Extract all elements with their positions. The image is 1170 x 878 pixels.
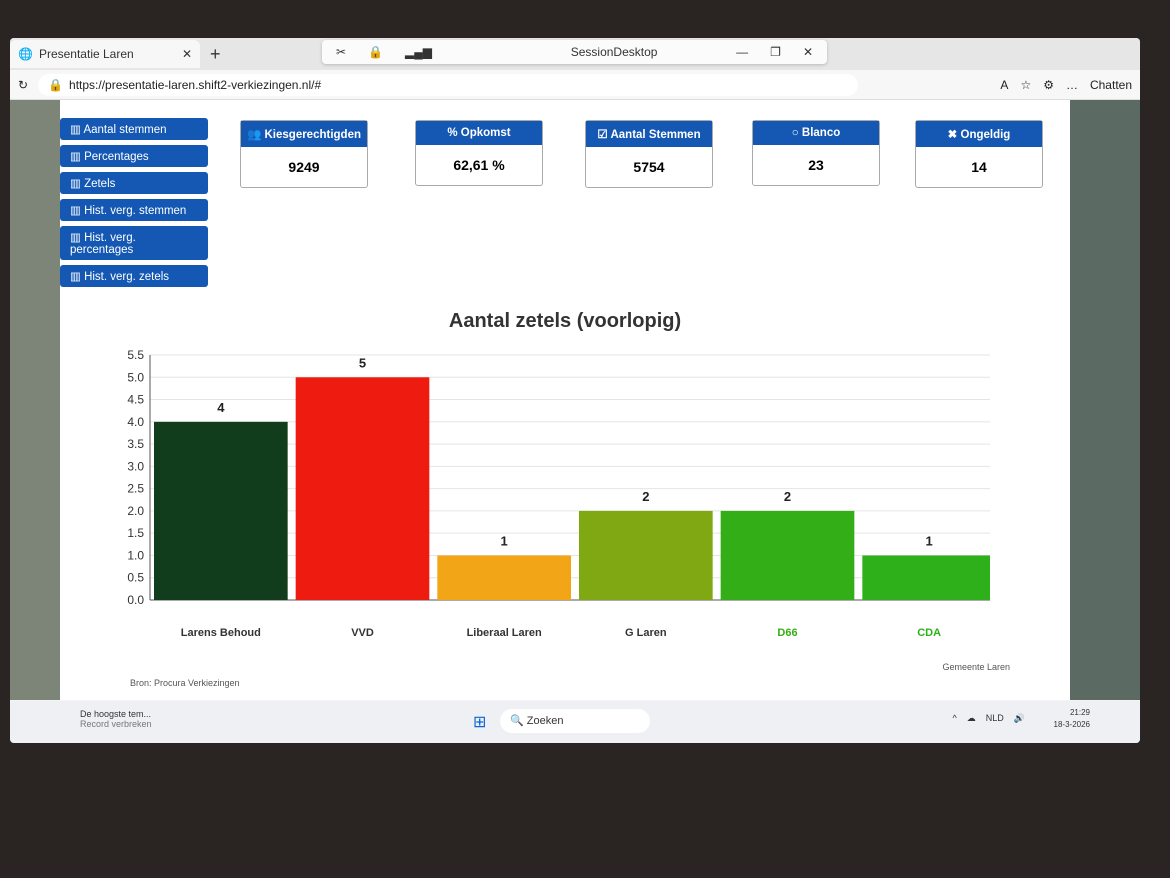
stat-value: 23 [808, 157, 824, 173]
y-tick-label: 4.0 [127, 415, 144, 429]
y-tick-label: 0.5 [127, 571, 144, 585]
notification[interactable]: De hoogste tem... Record verbreken [80, 709, 152, 729]
municipality-label: Gemeente Laren [942, 662, 1010, 672]
data-label: 1 [501, 533, 508, 548]
stat-value: 5754 [633, 159, 665, 175]
x-icon-label: ✖ Ongeldig [916, 121, 1042, 147]
address-bar: ↻ 🔒 https://presentatie-laren.shift2-verk… [10, 70, 1140, 100]
read-aloud-icon[interactable]: A [1000, 77, 1009, 92]
language-indicator[interactable]: NLD [985, 713, 1004, 723]
lock-icon: 🔒 [368, 45, 384, 59]
stat-blanco: ○ Blanco 23 [752, 120, 880, 186]
globe-icon: 🌐 [18, 47, 33, 61]
party-logo-label: Larens Behoud [181, 627, 261, 639]
bar-5 [862, 555, 990, 600]
reload-icon[interactable]: ↻ [18, 77, 29, 92]
party-logo-label: Liberaal Laren [467, 627, 542, 639]
signal-icon: ▂▄▆ [405, 45, 432, 59]
new-tab-button[interactable]: + [210, 43, 221, 64]
taskbar-search[interactable]: 🔍 Zoeken [500, 709, 650, 733]
y-tick-label: 4.5 [127, 393, 144, 407]
left-map-panel [10, 100, 60, 700]
more-icon[interactable]: … [1065, 77, 1078, 92]
volume-icon[interactable]: 🔊 [1013, 713, 1025, 723]
tab-bar: 🌐 Presentatie Laren ✕ + ✂ 🔒 ▂▄▆ SessionDeskto… [10, 38, 1140, 70]
y-tick-label: 1.0 [127, 548, 144, 562]
stat-ongeldig: ✖ Ongeldig 14 [915, 120, 1043, 188]
clock[interactable]: 21:29 18-3-2026 [1053, 708, 1090, 729]
url-text: https://presentatie-laren.shift2-verkiez… [69, 77, 322, 92]
nav-aantal-stemmen[interactable]: ▥ Aantal stemmen [60, 118, 208, 140]
percent-icon-label: % Opkomst [416, 121, 542, 145]
stat-aantal-stemmen: ☑ Aantal Stemmen 5754 [585, 120, 713, 188]
onedrive-icon[interactable]: ☁ [966, 713, 976, 723]
y-tick-label: 2.5 [127, 482, 144, 496]
bar-2 [437, 555, 571, 600]
favorite-icon[interactable]: ☆ [1020, 77, 1032, 92]
y-tick-label: 3.0 [127, 459, 144, 473]
stat-value: 9249 [288, 159, 320, 175]
session-title: SessionDesktop [570, 45, 658, 59]
close-icon[interactable]: ✕ [802, 45, 813, 59]
party-logo-label: G Laren [625, 627, 667, 639]
y-tick-label: 3.5 [127, 437, 144, 451]
y-tick-label: 1.5 [127, 526, 144, 540]
stat-opkomst: % Opkomst 62,61 % [415, 120, 543, 186]
party-logo-label: D66 [777, 627, 797, 639]
data-label: 2 [784, 489, 791, 504]
party-logo-label: VVD [351, 627, 374, 639]
sidebar: ▥ Aantal stemmen ▥ Percentages ▥ Zetels … [60, 118, 208, 287]
y-tick-label: 5.5 [127, 348, 144, 362]
users-icon-label: 👥 Kiesgerechtigden [241, 121, 367, 147]
browser-tab[interactable]: 🌐 Presentatie Laren ✕ [10, 40, 200, 68]
extensions-icon[interactable]: ⚙ [1043, 77, 1054, 92]
copilot-button[interactable]: Chatten [1089, 77, 1132, 92]
bar-4 [720, 510, 855, 600]
stat-value: 14 [971, 159, 987, 175]
system-tray: ^ ☁ NLD 🔊 [953, 713, 1025, 724]
tab-title: Presentatie Laren [38, 47, 134, 61]
nav-percentages[interactable]: ▥ Percentages [60, 145, 208, 167]
nav-hist-zetels[interactable]: ▥ Hist. verg. zetels [60, 265, 208, 287]
bar-3 [579, 510, 713, 600]
session-bar: ✂ 🔒 ▂▄▆ SessionDesktop — ❐ ✕ [322, 40, 827, 64]
chart-title: Aantal zetels (voorlopig) [448, 310, 682, 332]
y-tick-label: 2.0 [127, 504, 144, 518]
data-label: 2 [642, 489, 649, 504]
data-label: 4 [217, 400, 225, 415]
bar-0 [154, 421, 288, 600]
right-panel [1070, 100, 1140, 700]
lock-icon: 🔒 [48, 77, 64, 92]
bar-chart: 0.0 0.5 1.0 1.5 2.0 2.5 3.0 3.5 4.0 4.5 5.0 5.5 4 Lar… [127, 348, 990, 639]
data-label: 1 [926, 533, 933, 548]
restore-icon[interactable]: ❐ [770, 45, 781, 59]
source-label: Bron: Procura Verkiezingen [130, 678, 240, 688]
windows-start-icon[interactable]: ⊞ [473, 714, 487, 731]
circle-icon-label: ○ Blanco [753, 121, 879, 145]
page-content: ▥ Aantal stemmen ▥ Percentages ▥ Zetels … [60, 100, 1070, 700]
screen: 🌐 Presentatie Laren ✕ + ✂ 🔒 ▂▄▆ SessionDeskto… [10, 38, 1140, 743]
pin-icon[interactable]: ✂ [336, 45, 347, 59]
nav-hist-percentages[interactable]: ▥ Hist. verg. percentages [60, 226, 208, 260]
minimize-icon[interactable]: — [736, 45, 749, 59]
y-tick-label: 0.0 [127, 593, 144, 607]
y-tick-label: 5.0 [127, 370, 144, 384]
bar-1 [295, 377, 430, 600]
taskbar: De hoogste tem... Record verbreken ⊞ 🔍 Zo… [10, 701, 1140, 743]
url-field[interactable]: 🔒 https://presentatie-laren.shift2-verkie… [38, 73, 859, 96]
stat-kiesgerechtigden: 👥 Kiesgerechtigden 9249 [240, 120, 368, 188]
data-label: 5 [359, 355, 366, 370]
close-tab-icon[interactable]: ✕ [181, 47, 192, 61]
nav-hist-stemmen[interactable]: ▥ Hist. verg. stemmen [60, 199, 208, 221]
chevron-up-icon[interactable]: ^ [952, 713, 957, 723]
check-icon-label: ☑ Aantal Stemmen [586, 121, 712, 147]
party-logo-label: CDA [917, 627, 941, 639]
stat-value: 62,61 % [453, 157, 505, 173]
nav-zetels[interactable]: ▥ Zetels [60, 172, 208, 194]
